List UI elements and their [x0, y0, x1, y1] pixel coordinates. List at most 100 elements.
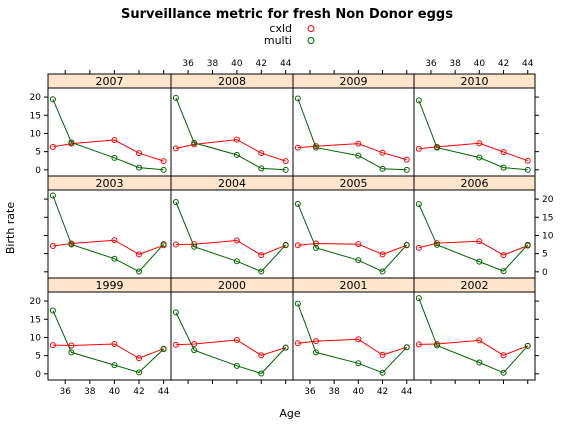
- strip-label-2007: 2007: [96, 75, 124, 88]
- point-multi-2010: [500, 164, 507, 171]
- point-multi-2009: [379, 165, 386, 172]
- point-multi-1999: [111, 362, 118, 369]
- point-cxld-2010: [415, 145, 422, 152]
- point-multi-2002: [433, 342, 440, 349]
- series-line-multi-2002: [418, 298, 529, 374]
- point-multi-2010: [433, 144, 440, 151]
- point-cxld-2009: [403, 156, 410, 163]
- point-multi-2002: [500, 369, 507, 376]
- series-line-multi-2008: [175, 97, 286, 171]
- point-multi-2010: [524, 166, 531, 173]
- y-tick-label: 5: [35, 148, 41, 158]
- panel-2005: 2005: [292, 175, 415, 279]
- legend-label-cxld: cxld: [269, 22, 292, 35]
- strip-label-2003: 2003: [96, 177, 124, 190]
- strip-label-2001: 2001: [340, 279, 368, 292]
- point-multi-2007: [136, 164, 143, 171]
- point-cxld-2007: [111, 137, 118, 143]
- x-tick-label: 40: [353, 387, 365, 397]
- point-multi-2006: [433, 241, 440, 248]
- strip-label-2002: 2002: [461, 279, 489, 292]
- y-tick-label: 20: [30, 93, 42, 103]
- point-multi-2007: [111, 154, 118, 161]
- strip-label-2006: 2006: [461, 177, 489, 190]
- point-multi-2001: [355, 360, 362, 367]
- point-multi-2003: [160, 241, 167, 248]
- y-tick-label: 10: [30, 129, 42, 139]
- series-line-cxld-1999: [52, 343, 164, 359]
- y-tick-label: 0: [35, 370, 41, 380]
- point-multi-2002: [524, 342, 531, 349]
- point-cxld-2008: [258, 150, 265, 157]
- point-multi-2000: [172, 309, 179, 316]
- panel-frame-2009: [292, 87, 415, 177]
- chart-title: Surveillance metric for fresh Non Donor …: [121, 7, 453, 22]
- point-multi-2000: [258, 370, 265, 377]
- point-multi-2004: [258, 268, 265, 275]
- point-cxld-2004: [258, 252, 265, 259]
- y-tick-label-right: 10: [542, 231, 554, 241]
- y-tick-label: 15: [30, 315, 41, 325]
- series-line-cxld-2006: [418, 240, 528, 256]
- series-line-cxld-2003: [52, 239, 164, 255]
- point-multi-2007: [160, 166, 167, 173]
- point-multi-2003: [68, 241, 75, 248]
- panel-2000: 2000: [170, 277, 294, 384]
- series-line-multi-1999: [52, 310, 164, 373]
- point-multi-2000: [282, 344, 289, 351]
- y-axis-label: Birth rate: [4, 202, 17, 254]
- panel-frame-2010: [413, 87, 536, 177]
- y-tick-label: 5: [35, 352, 41, 362]
- point-multi-2006: [476, 258, 483, 265]
- point-cxld-2006: [476, 238, 483, 245]
- y-tick-label: 0: [35, 166, 41, 176]
- panel-2010: 2010 36 38 40 42 44: [413, 59, 539, 177]
- series-line-multi-2010: [418, 100, 528, 171]
- y-tick-label-right: 15: [542, 213, 553, 223]
- point-multi-2001: [403, 344, 410, 351]
- panel-frame-2005: [292, 189, 415, 279]
- point-multi-2000: [191, 347, 198, 354]
- point-cxld-2001: [355, 336, 362, 343]
- x-tick-label-top: 36: [182, 59, 194, 69]
- point-cxld-2003: [136, 251, 143, 258]
- x-tick-label-top: 40: [474, 59, 486, 69]
- y-tick-label-right: 20: [542, 195, 554, 205]
- point-cxld-2008: [172, 145, 179, 152]
- point-multi-2008: [233, 151, 240, 158]
- strip-label-2009: 2009: [340, 75, 368, 88]
- point-cxld-1999: [49, 342, 56, 349]
- point-cxld-2005: [355, 241, 362, 248]
- point-multi-2000: [233, 362, 240, 369]
- point-cxld-2006: [415, 244, 422, 251]
- y-tick-label-right: 5: [542, 250, 548, 260]
- point-multi-2005: [294, 200, 301, 207]
- point-cxld-1999: [111, 341, 118, 347]
- point-cxld-2004: [172, 241, 179, 248]
- panel-frame-2002: [413, 291, 536, 381]
- point-cxld-1999: [136, 355, 143, 362]
- series-line-multi-2009: [297, 98, 407, 171]
- point-multi-2003: [111, 255, 118, 262]
- x-tick-label-top: 44: [280, 59, 292, 69]
- legend-label-multi: multi: [264, 34, 292, 47]
- legend: cxld multi: [264, 22, 315, 47]
- point-cxld-2002: [476, 337, 483, 344]
- point-multi-2009: [355, 152, 362, 159]
- series-line-cxld-2007: [52, 139, 164, 162]
- point-multi-2005: [312, 244, 319, 251]
- series-line-cxld-2002: [418, 339, 528, 356]
- series-line-cxld-2008: [175, 139, 286, 162]
- strip-label-2010: 2010: [461, 75, 489, 88]
- point-multi-2004: [172, 199, 179, 205]
- y-tick-label: 20: [30, 297, 42, 307]
- panel-2008: 2008 36 38 40 42 44: [170, 59, 294, 177]
- x-tick-label: 42: [133, 387, 144, 397]
- panel-2009: 2009: [292, 70, 415, 177]
- legend-symbol-cxld: [307, 25, 315, 32]
- x-tick-label-top: 38: [449, 59, 461, 69]
- series-line-multi-2006: [418, 203, 529, 272]
- point-multi-2009: [403, 166, 410, 173]
- series-line-multi-2004: [175, 201, 287, 273]
